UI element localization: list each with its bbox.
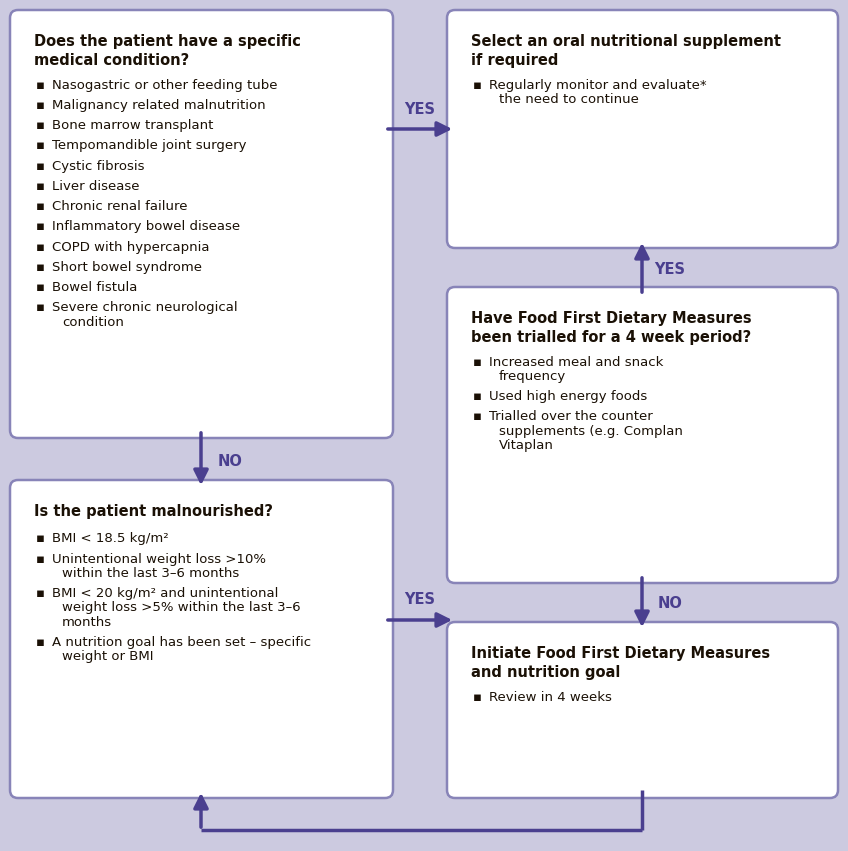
Text: Bowel fistula: Bowel fistula [52, 281, 137, 294]
Text: ▪: ▪ [36, 180, 45, 193]
Text: ▪: ▪ [36, 241, 45, 254]
FancyBboxPatch shape [10, 480, 393, 798]
Text: ▪: ▪ [36, 140, 45, 152]
Text: Tempomandible joint surgery: Tempomandible joint surgery [52, 140, 247, 152]
FancyBboxPatch shape [447, 287, 838, 583]
Text: the need to continue: the need to continue [499, 93, 639, 106]
Text: Trialled over the counter: Trialled over the counter [489, 410, 653, 423]
Text: YES: YES [655, 262, 685, 277]
Text: weight loss >5% within the last 3–6: weight loss >5% within the last 3–6 [62, 602, 301, 614]
Text: Cystic fibrosis: Cystic fibrosis [52, 159, 144, 173]
Text: supplements (e.g. Complan: supplements (e.g. Complan [499, 425, 683, 437]
FancyBboxPatch shape [447, 622, 838, 798]
Text: ▪: ▪ [36, 552, 45, 566]
Text: ▪: ▪ [36, 532, 45, 545]
Text: ▪: ▪ [36, 587, 45, 600]
Text: Have Food First Dietary Measures
been trialled for a 4 week period?: Have Food First Dietary Measures been tr… [471, 311, 751, 345]
Text: Bone marrow transplant: Bone marrow transplant [52, 119, 214, 132]
Text: Is the patient malnourished?: Is the patient malnourished? [34, 504, 273, 519]
Text: Chronic renal failure: Chronic renal failure [52, 200, 187, 213]
Text: ▪: ▪ [36, 99, 45, 111]
Text: within the last 3–6 months: within the last 3–6 months [62, 567, 239, 580]
Text: Regularly monitor and evaluate*: Regularly monitor and evaluate* [489, 78, 706, 92]
Text: YES: YES [404, 102, 436, 117]
Text: ▪: ▪ [36, 220, 45, 233]
Text: Increased meal and snack: Increased meal and snack [489, 356, 663, 368]
Text: BMI < 18.5 kg/m²: BMI < 18.5 kg/m² [52, 532, 169, 545]
Text: ▪: ▪ [36, 636, 45, 648]
Text: COPD with hypercapnia: COPD with hypercapnia [52, 241, 209, 254]
Text: ▪: ▪ [473, 690, 482, 704]
Text: BMI < 20 kg/m² and unintentional: BMI < 20 kg/m² and unintentional [52, 587, 278, 600]
Text: ▪: ▪ [36, 119, 45, 132]
Text: Vitaplan: Vitaplan [499, 439, 554, 452]
Text: Used high energy foods: Used high energy foods [489, 390, 647, 403]
Text: Select an oral nutritional supplement
if required: Select an oral nutritional supplement if… [471, 34, 781, 67]
Text: Initiate Food First Dietary Measures
and nutrition goal: Initiate Food First Dietary Measures and… [471, 646, 770, 680]
Text: ▪: ▪ [36, 281, 45, 294]
Text: ▪: ▪ [36, 78, 45, 92]
Text: Liver disease: Liver disease [52, 180, 140, 193]
FancyBboxPatch shape [10, 10, 393, 438]
Text: A nutrition goal has been set – specific: A nutrition goal has been set – specific [52, 636, 311, 648]
Text: weight or BMI: weight or BMI [62, 650, 153, 663]
Text: Severe chronic neurological: Severe chronic neurological [52, 301, 237, 314]
Text: ▪: ▪ [36, 301, 45, 314]
Text: Malignancy related malnutrition: Malignancy related malnutrition [52, 99, 265, 111]
Text: ▪: ▪ [36, 159, 45, 173]
Text: Short bowel syndrome: Short bowel syndrome [52, 260, 202, 274]
Text: Unintentional weight loss >10%: Unintentional weight loss >10% [52, 552, 266, 566]
Text: ▪: ▪ [473, 78, 482, 92]
Text: ▪: ▪ [36, 260, 45, 274]
Text: frequency: frequency [499, 370, 566, 383]
Text: months: months [62, 615, 112, 629]
Text: condition: condition [62, 316, 124, 328]
Text: Review in 4 weeks: Review in 4 weeks [489, 690, 612, 704]
FancyBboxPatch shape [447, 10, 838, 248]
Text: ▪: ▪ [473, 356, 482, 368]
Text: ▪: ▪ [473, 410, 482, 423]
Text: Nasogastric or other feeding tube: Nasogastric or other feeding tube [52, 78, 277, 92]
Text: YES: YES [404, 592, 436, 608]
Text: ▪: ▪ [473, 390, 482, 403]
Text: NO: NO [218, 454, 243, 470]
Text: ▪: ▪ [36, 200, 45, 213]
Text: NO: NO [657, 597, 683, 612]
Text: Inflammatory bowel disease: Inflammatory bowel disease [52, 220, 240, 233]
Text: Does the patient have a specific
medical condition?: Does the patient have a specific medical… [34, 34, 301, 67]
